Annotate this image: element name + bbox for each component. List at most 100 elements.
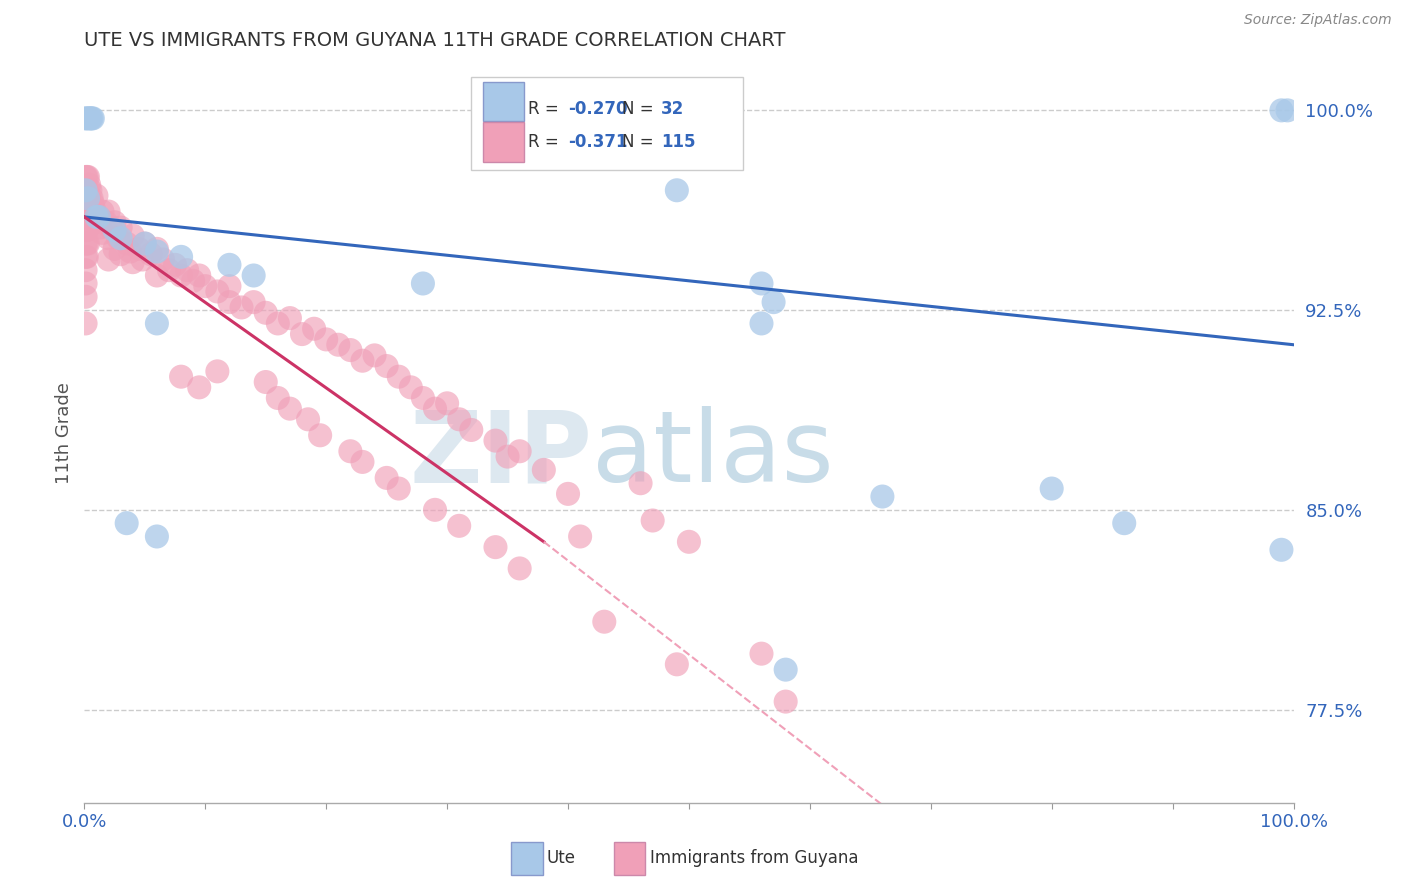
Point [94,215,117,229]
Point [152,252,174,267]
Point [115,516,138,531]
Text: R =: R = [529,100,564,118]
FancyBboxPatch shape [512,842,543,875]
Point [267,391,290,405]
Point [207,364,229,378]
Point [423,503,446,517]
Point [146,317,169,331]
Point [352,353,374,368]
Point [86,215,108,229]
Point [121,228,143,243]
Point [375,359,398,373]
Point [509,561,531,575]
Point [139,247,162,261]
Point [254,306,277,320]
Point [328,337,350,351]
Point [751,277,773,291]
Point [80,191,103,205]
Y-axis label: 11th Grade: 11th Grade [55,382,73,483]
Point [75,290,97,304]
Point [97,204,120,219]
Point [412,277,434,291]
Point [157,263,180,277]
Point [399,380,422,394]
Point [86,188,108,202]
Point [75,317,97,331]
Point [436,396,458,410]
Point [91,226,114,240]
Point [775,663,797,677]
Point [91,204,114,219]
Text: N =: N = [623,134,659,152]
Point [76,210,98,224]
Point [79,112,101,126]
Text: -0.270: -0.270 [568,100,627,118]
Point [593,615,616,629]
Point [77,194,100,208]
Text: Source: ZipAtlas.com: Source: ZipAtlas.com [1244,13,1392,28]
Point [77,178,100,192]
Point [678,534,700,549]
Point [165,258,187,272]
Point [872,490,894,504]
Point [460,423,482,437]
Point [176,263,198,277]
Text: R =: R = [529,134,564,152]
FancyBboxPatch shape [471,78,744,169]
Point [751,647,773,661]
Point [110,231,132,245]
Point [75,236,97,251]
Point [97,231,120,245]
Point [188,380,211,394]
Point [170,250,193,264]
Point [484,540,506,554]
Point [278,401,301,416]
Point [75,263,97,277]
Point [87,210,110,224]
Point [121,255,143,269]
Point [267,317,290,331]
Point [309,428,332,442]
Point [1040,482,1063,496]
Point [218,279,240,293]
Point [76,112,98,126]
Text: 115: 115 [661,134,696,152]
Point [1270,103,1292,118]
FancyBboxPatch shape [614,842,645,875]
Text: -0.371: -0.371 [568,134,627,152]
Point [775,695,797,709]
Point [104,242,127,256]
Point [231,301,253,315]
Point [641,514,664,528]
Point [87,210,110,224]
Point [146,242,169,256]
Point [77,188,100,202]
Point [375,471,398,485]
Point [84,207,107,221]
Point [146,529,169,543]
Point [181,274,204,288]
Point [388,369,411,384]
Point [352,455,374,469]
Point [97,252,120,267]
Point [77,236,100,251]
Point [339,444,361,458]
Point [115,236,138,251]
Point [75,223,97,237]
Point [77,191,100,205]
Point [79,183,101,197]
Point [146,268,169,283]
Text: 32: 32 [661,100,685,118]
FancyBboxPatch shape [484,81,524,121]
Point [134,236,156,251]
Point [80,210,103,224]
Point [100,220,122,235]
Point [82,196,104,211]
Point [297,412,319,426]
Point [75,169,97,184]
Point [218,258,240,272]
Point [509,444,531,458]
Point [569,529,592,543]
Point [302,322,325,336]
Point [218,295,240,310]
